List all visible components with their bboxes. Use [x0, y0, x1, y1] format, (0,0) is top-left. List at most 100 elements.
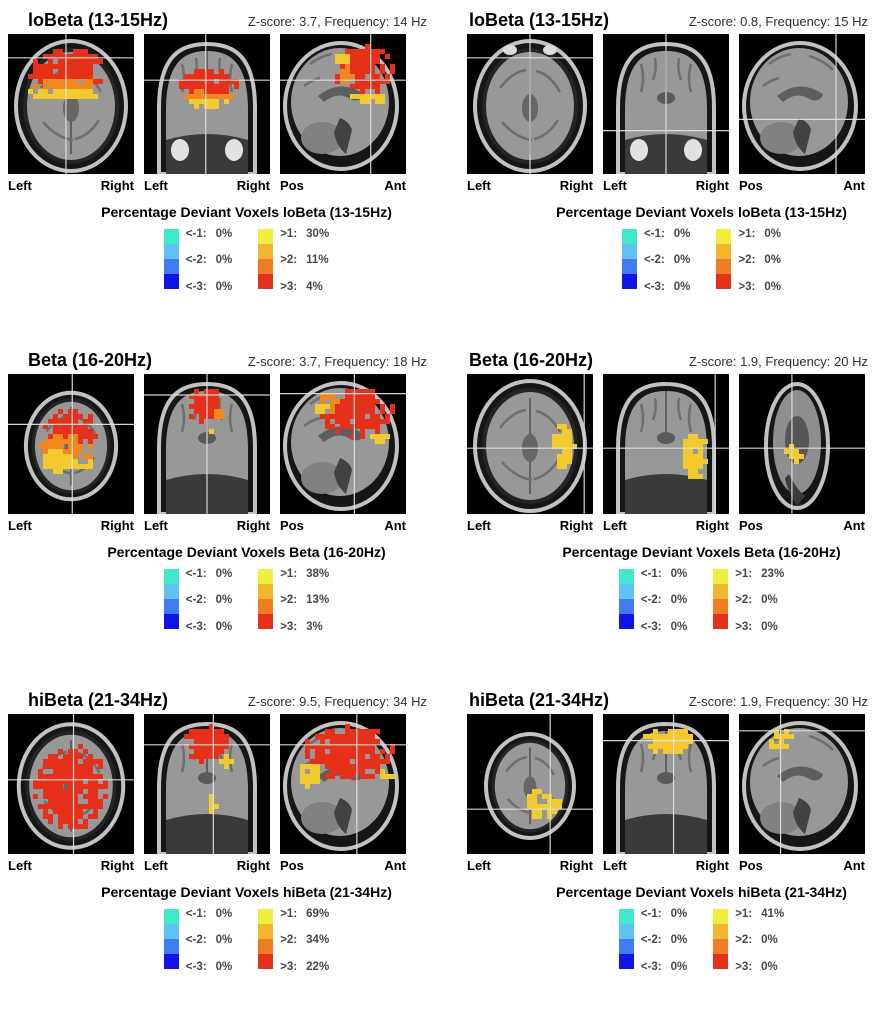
panel-title: hiBeta (21-34Hz): [28, 690, 169, 710]
legend-row: >3: 22%: [280, 960, 330, 973]
coronal-brain-image: [603, 714, 729, 854]
orientation-label-ant: Ant: [384, 858, 406, 873]
zscore-frequency-label: Z-score: 1.9, Frequency: 20 Hz: [688, 354, 868, 369]
coronal-brain-image: [144, 714, 270, 854]
legend-row: <-1: 0%: [644, 228, 691, 240]
legend-row: <-3: 0%: [644, 280, 691, 293]
panel-beta-right: Beta (16-20Hz) Z-score: 1.9, Frequency: …: [441, 340, 882, 680]
orientation-label-right: Right: [559, 518, 593, 533]
legend-row: >3: 3%: [280, 620, 323, 633]
positive-zscore-colorbar: [713, 569, 729, 629]
orientation-labels: Left Right: [8, 178, 134, 193]
positive-zscore-colorbar: [258, 909, 274, 969]
orientation-label-left: Left: [8, 518, 32, 533]
legend-row: >2: 0%: [735, 934, 778, 947]
legend-row: >1: 23%: [735, 568, 785, 580]
orientation-label-left: Left: [467, 518, 491, 533]
coronal-view: Left Right: [603, 714, 729, 873]
sagittal-brain-image: [739, 714, 865, 854]
orientation-label-left: Left: [603, 178, 627, 193]
legend-row: >2: 11%: [280, 254, 329, 267]
legend-row: <-3: 0%: [185, 280, 233, 293]
axial-view: Left Right: [467, 374, 593, 533]
orientation-label-right: Right: [100, 858, 134, 873]
slice-views: Left Right Left Right Pos Ant: [441, 374, 882, 533]
positive-zscore-colorbar: [713, 909, 729, 969]
legend-row: <-3: 0%: [185, 620, 233, 633]
slice-views: Left Right Left Right Pos Ant: [441, 34, 882, 193]
orientation-label-left: Left: [144, 178, 168, 193]
legend-title: Percentage Deviant Voxels hiBeta (21-34H…: [556, 884, 847, 900]
orientation-label-right: Right: [236, 518, 270, 533]
sagittal-view: Pos Ant: [739, 714, 865, 873]
coronal-view: Left Right: [144, 714, 270, 873]
coronal-view: Left Right: [144, 34, 270, 193]
positive-zscore-colorbar: [716, 229, 732, 289]
legend-row: >3: 0%: [735, 960, 778, 973]
legend-row: <-1: 0%: [185, 228, 233, 240]
positive-zscore-colorbar: [258, 229, 274, 289]
panel-hibeta-left: hiBeta (21-34Hz) Z-score: 9.5, Frequency…: [0, 680, 441, 1024]
legend-row: >3: 0%: [735, 620, 778, 633]
panel-lobeta-left: loBeta (13-15Hz) Z-score: 3.7, Frequency…: [0, 0, 441, 340]
orientation-label-right: Right: [695, 858, 729, 873]
orientation-label-ant: Ant: [843, 178, 865, 193]
deviant-voxels-legend: Percentage Deviant Voxels loBeta (13-15H…: [441, 204, 882, 293]
negative-zscore-colorbar: [163, 229, 179, 289]
sagittal-view: Pos Ant: [280, 34, 406, 193]
coronal-brain-image: [603, 374, 729, 514]
sagittal-view: Pos Ant: [739, 34, 865, 193]
slice-views: Left Right Left Right Pos Ant: [0, 374, 441, 533]
orientation-label-pos: Pos: [739, 518, 763, 533]
legend-row: >1: 0%: [738, 228, 781, 240]
axial-view: Left Right: [8, 34, 134, 193]
negative-zscore-colorbar: [163, 569, 179, 629]
orientation-label-pos: Pos: [739, 858, 763, 873]
orientation-label-right: Right: [559, 178, 593, 193]
orientation-label-right: Right: [695, 178, 729, 193]
orientation-labels: Left Right: [144, 178, 270, 193]
panel-header: hiBeta (21-34Hz) Z-score: 1.9, Frequency…: [469, 690, 868, 711]
panel-header: Beta (16-20Hz) Z-score: 1.9, Frequency: …: [469, 350, 868, 371]
slice-views: Left Right Left Right Pos Ant: [0, 714, 441, 873]
sagittal-brain-image: [739, 34, 865, 174]
orientation-label-left: Left: [467, 178, 491, 193]
slice-views: Left Right Left Right Pos Ant: [0, 34, 441, 193]
deviant-voxels-legend: Percentage Deviant Voxels hiBeta (21-34H…: [441, 884, 882, 973]
legend-row: >3: 0%: [738, 280, 781, 293]
legend-row: <-3: 0%: [640, 960, 688, 973]
orientation-label-right: Right: [559, 858, 593, 873]
legend-row: <-1: 0%: [185, 908, 233, 920]
legend-row: <-3: 0%: [640, 620, 688, 633]
axial-view: Left Right: [8, 374, 134, 533]
zscore-frequency-label: Z-score: 1.9, Frequency: 30 Hz: [688, 694, 868, 709]
deviant-voxels-legend: Percentage Deviant Voxels Beta (16-20Hz)…: [0, 544, 441, 633]
legend-row: <-1: 0%: [640, 568, 688, 580]
legend-row: <-2: 0%: [640, 934, 688, 947]
sagittal-view: Pos Ant: [280, 374, 406, 533]
coronal-view: Left Right: [603, 34, 729, 193]
zscore-frequency-label: Z-score: 3.7, Frequency: 18 Hz: [247, 354, 427, 369]
panel-title: Beta (16-20Hz): [28, 350, 153, 370]
panel-hibeta-right: hiBeta (21-34Hz) Z-score: 1.9, Frequency…: [441, 680, 882, 1024]
sagittal-brain-image: [280, 374, 406, 514]
axial-view: Left Right: [8, 714, 134, 873]
orientation-label-ant: Ant: [384, 178, 406, 193]
legend-row: <-2: 0%: [640, 594, 688, 607]
legend-title: Percentage Deviant Voxels loBeta (13-15H…: [556, 204, 847, 220]
sagittal-brain-image: [280, 714, 406, 854]
slice-views: Left Right Left Right Pos Ant: [441, 714, 882, 873]
panel-header: Beta (16-20Hz) Z-score: 3.7, Frequency: …: [28, 350, 427, 371]
orientation-label-ant: Ant: [843, 858, 865, 873]
orientation-label-pos: Pos: [739, 178, 763, 193]
legend-row: >1: 38%: [280, 568, 330, 580]
orientation-label-left: Left: [8, 858, 32, 873]
legend-row: >1: 69%: [280, 908, 330, 920]
panel-header: loBeta (13-15Hz) Z-score: 0.8, Frequency…: [469, 10, 868, 31]
coronal-view: Left Right: [144, 374, 270, 533]
orientation-labels: Pos Ant: [280, 178, 406, 193]
sagittal-brain-image: [739, 374, 865, 514]
axial-brain-image: [8, 374, 134, 514]
panel-title: loBeta (13-15Hz): [28, 10, 169, 30]
